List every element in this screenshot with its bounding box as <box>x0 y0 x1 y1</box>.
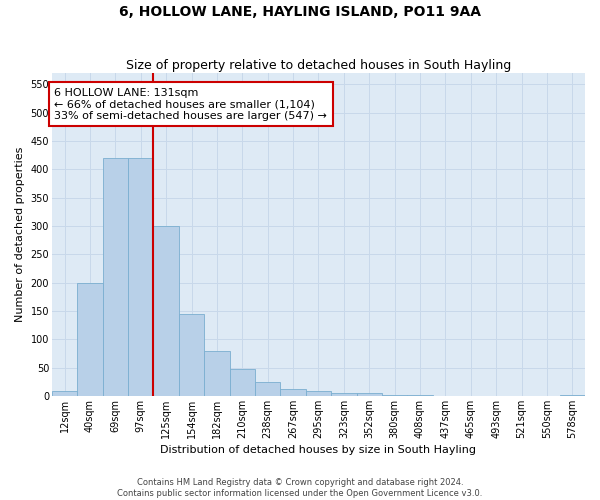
Text: Contains HM Land Registry data © Crown copyright and database right 2024.
Contai: Contains HM Land Registry data © Crown c… <box>118 478 482 498</box>
Title: Size of property relative to detached houses in South Hayling: Size of property relative to detached ho… <box>126 59 511 72</box>
Text: 6 HOLLOW LANE: 131sqm
← 66% of detached houses are smaller (1,104)
33% of semi-d: 6 HOLLOW LANE: 131sqm ← 66% of detached … <box>55 88 328 121</box>
Bar <box>560 395 585 396</box>
Bar <box>230 368 255 396</box>
Bar <box>382 395 407 396</box>
Text: 6, HOLLOW LANE, HAYLING ISLAND, PO11 9AA: 6, HOLLOW LANE, HAYLING ISLAND, PO11 9AA <box>119 5 481 19</box>
Bar <box>280 389 306 396</box>
X-axis label: Distribution of detached houses by size in South Hayling: Distribution of detached houses by size … <box>160 445 476 455</box>
Bar <box>306 392 331 396</box>
Bar <box>154 226 179 396</box>
Bar <box>331 393 356 396</box>
Bar <box>255 382 280 396</box>
Bar <box>77 282 103 396</box>
Bar <box>356 393 382 396</box>
Bar <box>52 392 77 396</box>
Y-axis label: Number of detached properties: Number of detached properties <box>15 147 25 322</box>
Bar <box>179 314 204 396</box>
Bar <box>103 158 128 396</box>
Bar <box>128 158 154 396</box>
Bar <box>204 350 230 396</box>
